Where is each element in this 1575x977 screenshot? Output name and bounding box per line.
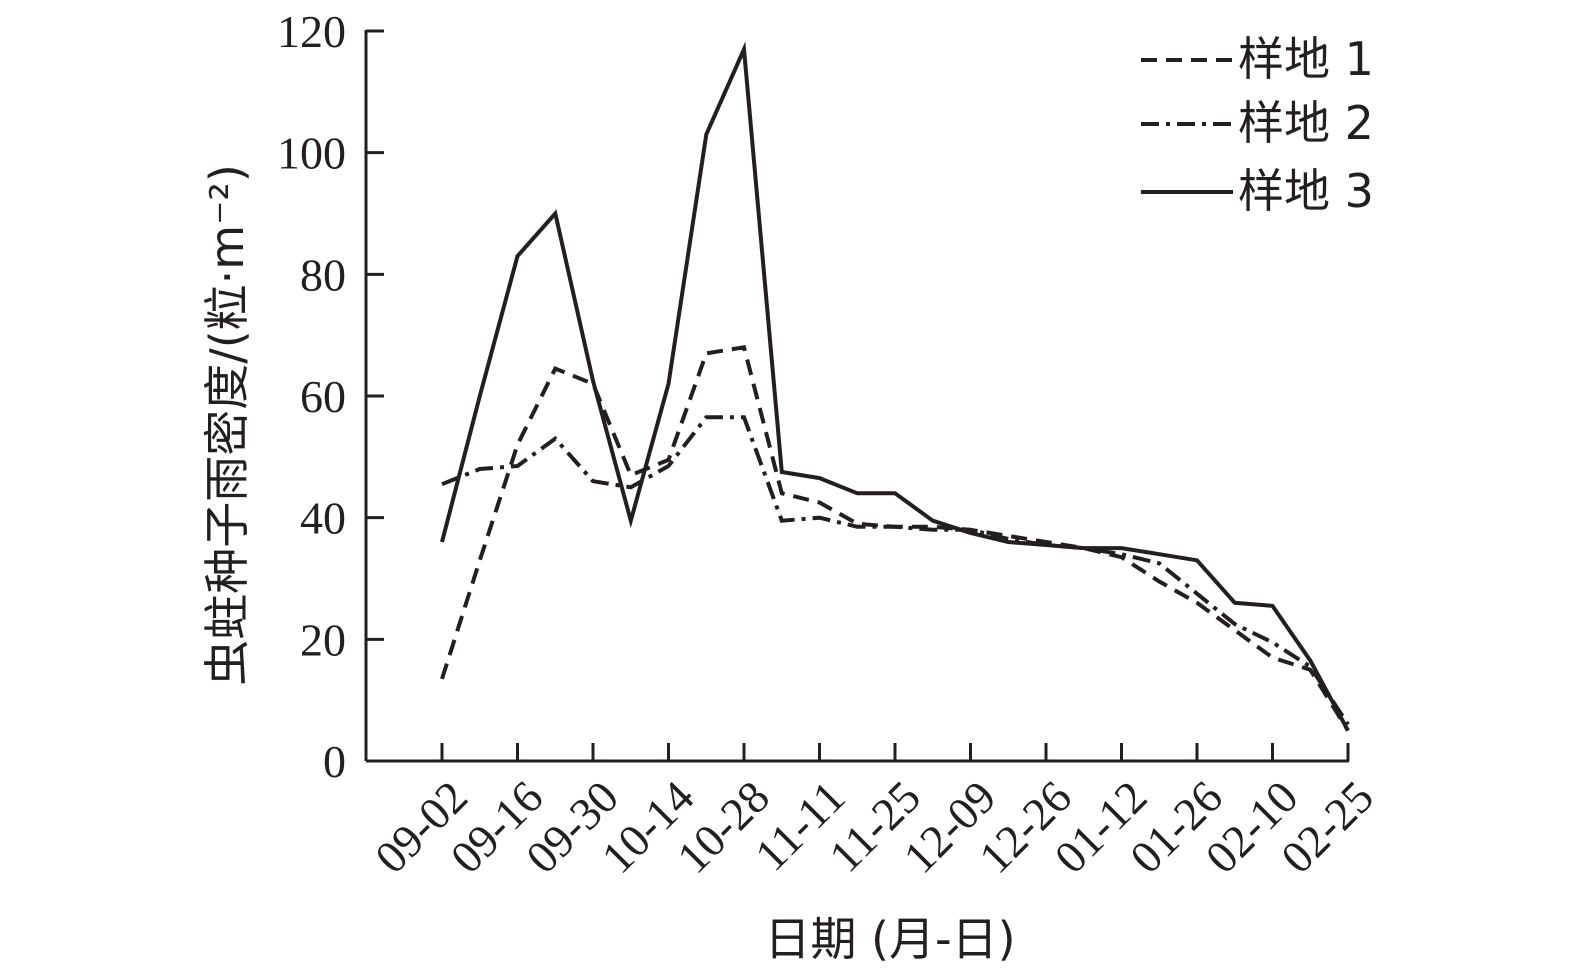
axes [364,30,1349,763]
series-line-2 [441,415,1350,726]
y-tick-label: 40 [300,493,346,544]
y-tick-label: 0 [323,736,346,787]
y-tick-label: 20 [300,614,346,665]
series-lines [440,41,1350,732]
legend: 样地 1 样地 2 样地 3 [1141,32,1374,218]
x-ticks: 09-0209-1609-3010-1410-2811-1111-2512-09… [365,743,1383,883]
y-tick-label: 80 [300,249,346,300]
legend-label-3: 样地 3 [1238,164,1374,218]
legend-label-2: 样地 2 [1238,96,1374,150]
y-tick-label: 60 [300,371,346,422]
y-ticks: 0 20 40 60 80 100 120 [277,6,384,787]
series-line-3 [440,41,1350,732]
series-line-1 [440,345,1350,732]
x-axis-title: 日期 (月-日) [764,912,1015,966]
legend-label-1: 样地 1 [1238,32,1374,86]
y-axis-title: 虫蛀种子雨密度/(粒·m⁻²) [200,164,254,686]
y-tick-label: 100 [277,128,346,179]
y-tick-label: 120 [277,6,346,57]
